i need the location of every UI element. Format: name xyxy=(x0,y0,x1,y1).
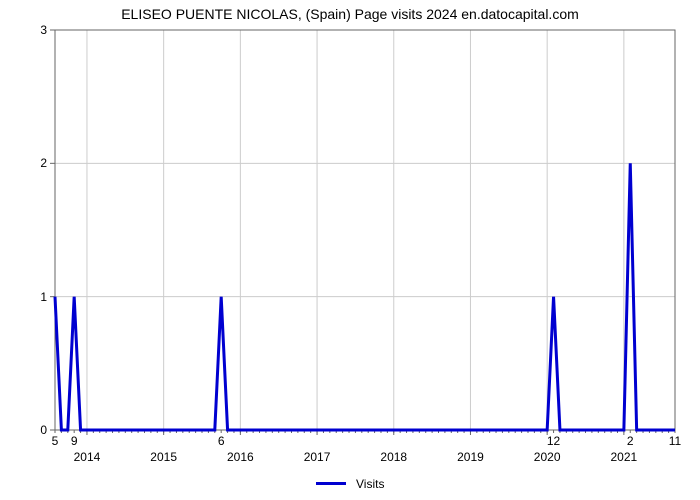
x-tick-label: 2014 xyxy=(74,450,101,464)
data-point-label: 9 xyxy=(71,434,78,448)
data-point-label: 12 xyxy=(547,434,560,448)
data-point-label: 2 xyxy=(627,434,634,448)
x-tick-label: 2020 xyxy=(534,450,561,464)
legend-swatch xyxy=(316,482,346,485)
x-tick-label: 2017 xyxy=(304,450,331,464)
x-tick-label: 2019 xyxy=(457,450,484,464)
y-tick-label: 2 xyxy=(40,156,47,170)
legend-label: Visits xyxy=(356,477,384,491)
plot-area xyxy=(0,0,700,500)
y-tick-label: 1 xyxy=(40,290,47,304)
x-tick-label: 2015 xyxy=(150,450,177,464)
x-tick-label: 2016 xyxy=(227,450,254,464)
data-point-label: 5 xyxy=(52,434,59,448)
y-tick-label: 3 xyxy=(40,23,47,37)
x-tick-label: 2021 xyxy=(611,450,638,464)
legend: Visits xyxy=(0,475,700,493)
x-tick-label: 2018 xyxy=(380,450,407,464)
data-point-label: 11 xyxy=(669,434,681,448)
y-tick-label: 0 xyxy=(40,423,47,437)
data-point-label: 6 xyxy=(218,434,225,448)
